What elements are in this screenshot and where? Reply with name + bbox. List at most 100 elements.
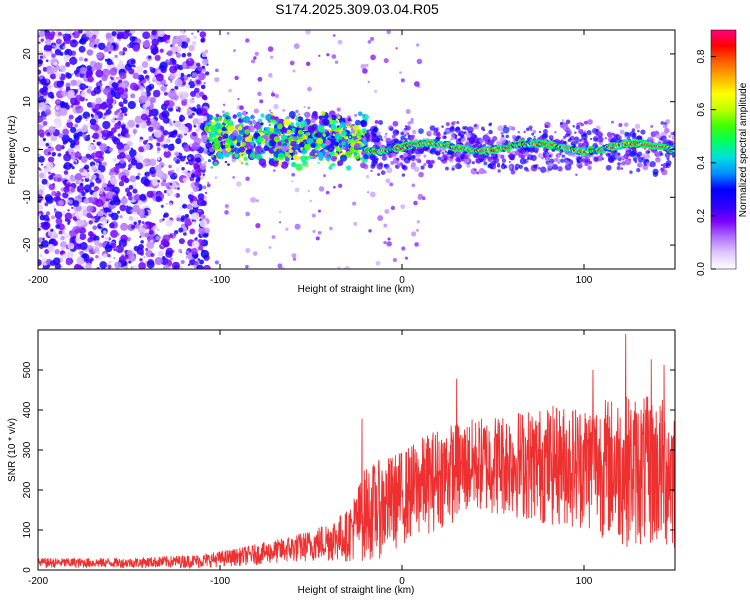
spectrogram-haze-blob: [544, 124, 549, 129]
spectrogram-noise-blob: [79, 233, 87, 241]
spectrogram-noise-blob: [188, 44, 195, 52]
spectrogram-haze-blob: [629, 150, 636, 158]
spectrogram-noise-blob: [42, 125, 45, 128]
spectrogram-haze-blob: [471, 161, 475, 165]
spectrogram-scatter-blob: [279, 221, 282, 224]
spectrogram-noise-blob: [202, 95, 208, 101]
spectrogram-haze-blob: [465, 132, 472, 139]
spectrogram-noise-blob: [84, 58, 88, 62]
spectrogram-haze-blob: [383, 135, 387, 139]
spectrogram-noise-blob: [128, 184, 134, 190]
spectrogram-noise-blob: [114, 261, 122, 269]
spectrogram-signal-blob: [218, 141, 221, 144]
spectrogram-noise-blob: [78, 30, 83, 34]
spectrogram-haze-blob: [528, 146, 535, 153]
spectrogram-haze-blob: [378, 162, 384, 167]
spectrogram-noise-blob: [201, 115, 208, 122]
spectrogram-signal-blob: [253, 122, 261, 130]
spectrogram-noise-blob: [177, 91, 186, 100]
spectrogram-noise-blob: [90, 164, 97, 171]
spectrogram-signal-blob: [325, 155, 331, 162]
spectrogram-noise-blob: [135, 175, 140, 180]
spectrogram-signal-blob: [309, 140, 313, 144]
spectrogram-noise-blob: [140, 240, 144, 244]
spectrogram-noise-blob: [79, 67, 87, 75]
spectrogram-scatter-blob: [253, 108, 259, 114]
spectrogram-noise-blob: [143, 69, 148, 75]
spectrogram-haze-blob: [579, 121, 582, 124]
spectrogram-noise-blob: [55, 38, 62, 45]
spectrogram-noise-blob: [105, 191, 113, 199]
spectrogram-signal-blob: [257, 135, 264, 142]
spectrogram-noise-blob: [148, 158, 157, 167]
spectrogram-noise-blob: [114, 122, 121, 130]
spectrogram-noise-blob: [197, 66, 203, 72]
spectrogram-signal-blob: [350, 142, 356, 148]
spectrogram-haze-blob: [578, 139, 582, 143]
spectrogram-noise-blob: [73, 161, 77, 164]
spectrogram-noise-blob: [65, 259, 72, 266]
spectrogram-scatter-blob: [315, 236, 320, 241]
spectrogram-noise-blob: [128, 164, 133, 168]
spectrogram-haze-blob: [528, 125, 533, 130]
spectrogram-noise-blob: [44, 109, 52, 116]
spectrogram-noise-blob: [167, 90, 177, 99]
spectrogram-signal-blob: [241, 154, 244, 157]
spectrogram-noise-blob: [180, 114, 184, 118]
spectrogram-noise-blob: [91, 67, 96, 72]
spectrogram-scatter-blob: [267, 46, 274, 52]
spectrogram-haze-blob: [392, 120, 399, 127]
spectrogram-haze-blob: [473, 124, 478, 128]
spectrogram-noise-blob: [168, 72, 176, 80]
spectrogram-noise-blob: [189, 107, 192, 110]
spectrogram-haze-blob: [514, 163, 521, 169]
spectrogram-noise-blob: [110, 229, 119, 238]
spectrogram-noise-blob: [48, 141, 53, 146]
spectrogram-haze-blob: [401, 173, 406, 177]
spectrogram-noise-blob: [169, 122, 174, 127]
spectrogram-noise-blob: [200, 38, 205, 43]
spectrogram-haze-blob: [654, 150, 660, 157]
spectrogram-signal-blob: [275, 150, 279, 155]
spectrogram-haze-blob: [455, 134, 458, 137]
spectrogram-signal-blob: [354, 130, 358, 134]
spectrogram-haze-blob: [584, 157, 591, 164]
spectrogram-noise-blob: [50, 215, 56, 220]
spectrogram-haze-blob: [443, 135, 447, 139]
spectrogram-scatter-blob: [368, 229, 372, 233]
spectrogram-noise-blob: [165, 219, 173, 227]
spectrogram-haze-blob: [567, 138, 572, 143]
spectrogram-noise-blob: [198, 72, 206, 81]
spectrogram-noise-blob: [138, 146, 145, 153]
spectrogram-scatter-blob: [423, 163, 427, 167]
spectrogram-haze-blob: [437, 156, 441, 160]
spectrogram-noise-blob: [141, 221, 145, 224]
spectrogram-signal-blob: [246, 129, 249, 132]
spectrogram-signal-blob: [297, 112, 301, 116]
spectrogram-noise-blob: [80, 90, 88, 98]
spectrogram-noise-blob: [95, 97, 102, 105]
spectrogram-noise-blob: [172, 35, 181, 44]
spectrogram-scatter-blob: [374, 120, 379, 124]
spectrogram-noise-blob: [139, 251, 144, 256]
spectrogram-noise-blob: [38, 59, 43, 65]
spectrogram-haze-blob: [631, 128, 636, 132]
spectrogram-noise-blob: [47, 244, 55, 252]
spectrogram-noise-blob: [202, 264, 211, 269]
spectrogram-haze-blob: [433, 127, 439, 133]
spectrogram-noise-blob: [135, 124, 140, 128]
spectrogram-noise-blob: [159, 219, 163, 223]
spectrogram-noise-blob: [81, 178, 84, 182]
spectrogram-noise-blob: [185, 217, 188, 220]
spectrogram-haze-blob: [517, 130, 521, 134]
spectrogram-noise-blob: [43, 199, 47, 203]
spectrogram-haze-blob: [490, 143, 493, 146]
spectrogram-signal-blob: [290, 122, 295, 127]
spectrogram-noise-blob: [63, 139, 69, 144]
spectrogram-noise-blob: [139, 232, 145, 238]
spectrogram-signal-blob: [238, 118, 242, 123]
spectrogram-noise-blob: [132, 264, 138, 269]
spectrogram-noise-blob: [112, 195, 120, 203]
spectrogram-noise-blob: [118, 181, 125, 187]
spectrogram-haze-blob: [451, 153, 454, 157]
